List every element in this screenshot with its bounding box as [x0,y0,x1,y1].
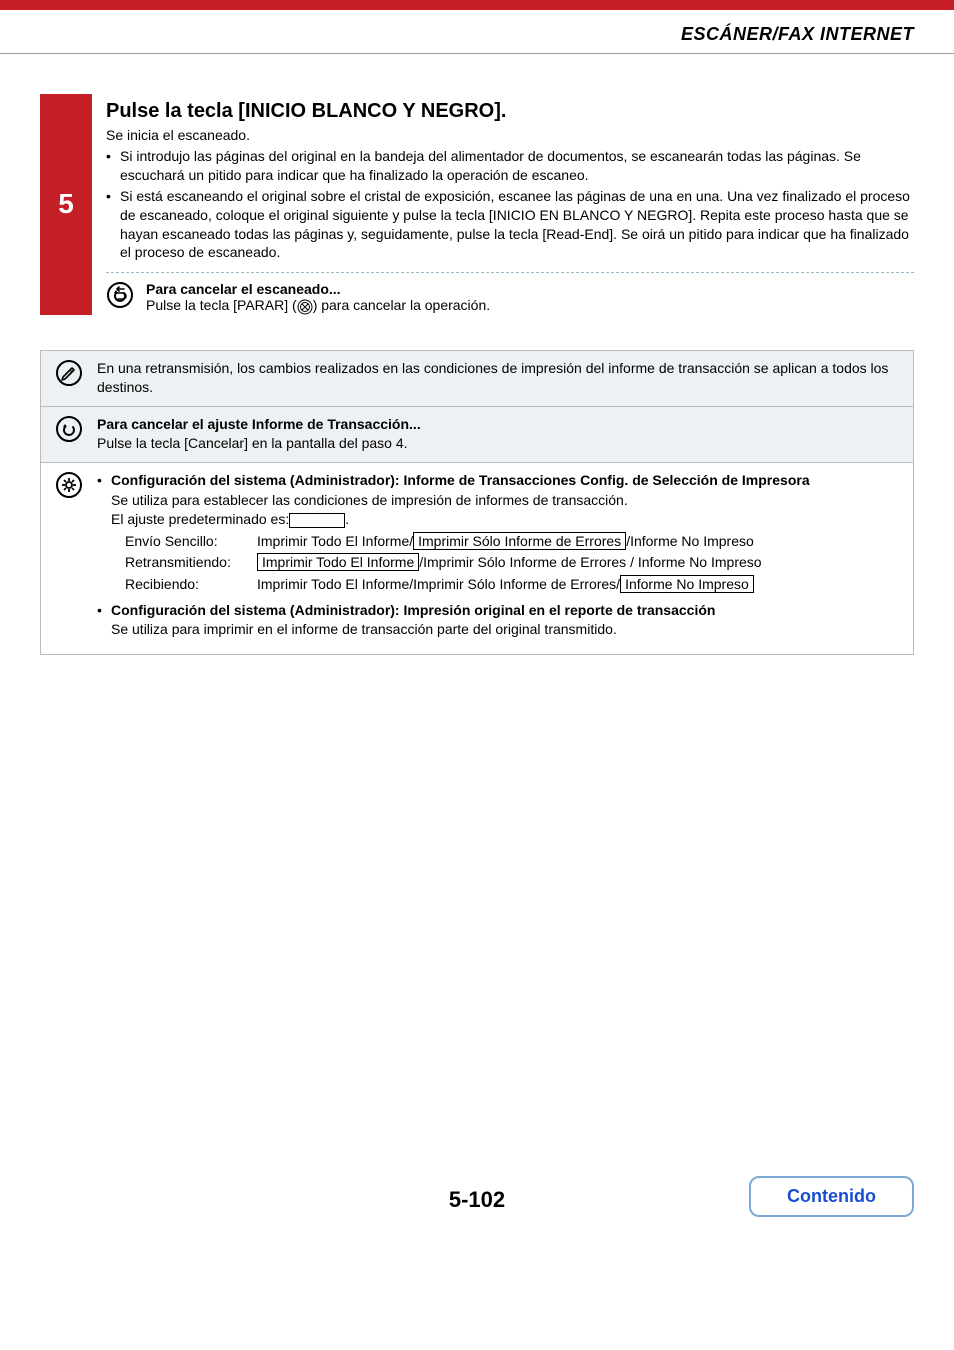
config-body: • Configuración del sistema (Administrad… [97,463,913,654]
top-red-bar [0,0,954,10]
contents-button[interactable]: Contenido [749,1176,914,1217]
step-bullet: • Si introdujo las páginas del original … [106,147,914,185]
step-bullets: • Si introdujo las páginas del original … [106,147,914,262]
boxed-option: Imprimir Todo El Informe [257,553,419,571]
note1-text: En una retransmisión, los cambios realiz… [97,351,913,406]
step-title: Pulse la tecla [INICIO BLANCO Y NEGRO]. [106,100,914,123]
step-block: 5 Pulse la tecla [INICIO BLANCO Y NEGRO]… [40,94,914,315]
config2-title: Configuración del sistema (Administrador… [111,601,715,621]
boxed-option: Informe No Impreso [620,575,754,593]
config-item: • Configuración del sistema (Administrad… [97,601,903,640]
config-row: • Configuración del sistema (Administrad… [40,462,914,655]
empty-box [289,513,345,528]
note-row: Para cancelar el ajuste Informe de Trans… [40,406,914,463]
gear-icon [55,471,83,499]
step-intro: Se inicia el escaneado. [106,127,914,143]
section-title: ESCÁNER/FAX INTERNET [40,24,914,45]
cancel-line: Pulse la tecla [PARAR] () para cancelar … [146,297,490,314]
defaults-row: Recibiendo: Imprimir Todo El Informe/Imp… [125,575,903,595]
defaults-row: Envío Sencillo: Imprimir Todo El Informe… [125,532,903,552]
page-content: 5 Pulse la tecla [INICIO BLANCO Y NEGRO]… [0,54,954,655]
step-bullet: • Si está escaneando el original sobre e… [106,187,914,263]
defaults-table: Envío Sencillo: Imprimir Todo El Informe… [97,532,903,595]
default-line: El ajuste predeterminado es:. [97,510,903,530]
pencil-icon [55,359,83,387]
back-icon [55,415,83,443]
cancel-title: Para cancelar el escaneado... [146,281,490,297]
step-body: Pulse la tecla [INICIO BLANCO Y NEGRO]. … [92,94,914,315]
cancel-row: Para cancelar el escaneado... Pulse la t… [106,281,914,314]
bullet-text: Si introdujo las páginas del original en… [120,147,914,185]
cancel-text: Para cancelar el escaneado... Pulse la t… [146,281,490,314]
stop-icon [297,299,313,315]
back-icon [106,281,134,309]
footer: 5-102 Contenido [0,1175,954,1241]
dashed-divider [106,272,914,273]
note-row: En una retransmisión, los cambios realiz… [40,350,914,407]
config2-desc: Se utiliza para imprimir en el informe d… [97,620,903,640]
note2-body: Para cancelar el ajuste Informe de Trans… [97,407,913,462]
config1-title: Configuración del sistema (Administrador… [111,471,810,491]
info-blocks: En una retransmisión, los cambios realiz… [40,350,914,655]
boxed-option: Imprimir Sólo Informe de Errores [413,532,626,550]
note2-text: Pulse la tecla [Cancelar] en la pantalla… [97,434,903,454]
note2-title: Para cancelar el ajuste Informe de Trans… [97,415,903,435]
step-number: 5 [40,94,92,315]
header: ESCÁNER/FAX INTERNET [0,10,954,54]
defaults-row: Retransmitiendo: Imprimir Todo El Inform… [125,553,903,573]
bullet-text: Si está escaneando el original sobre el … [120,187,914,263]
config-item: • Configuración del sistema (Administrad… [97,471,903,595]
config1-desc: Se utiliza para establecer las condicion… [97,491,903,511]
